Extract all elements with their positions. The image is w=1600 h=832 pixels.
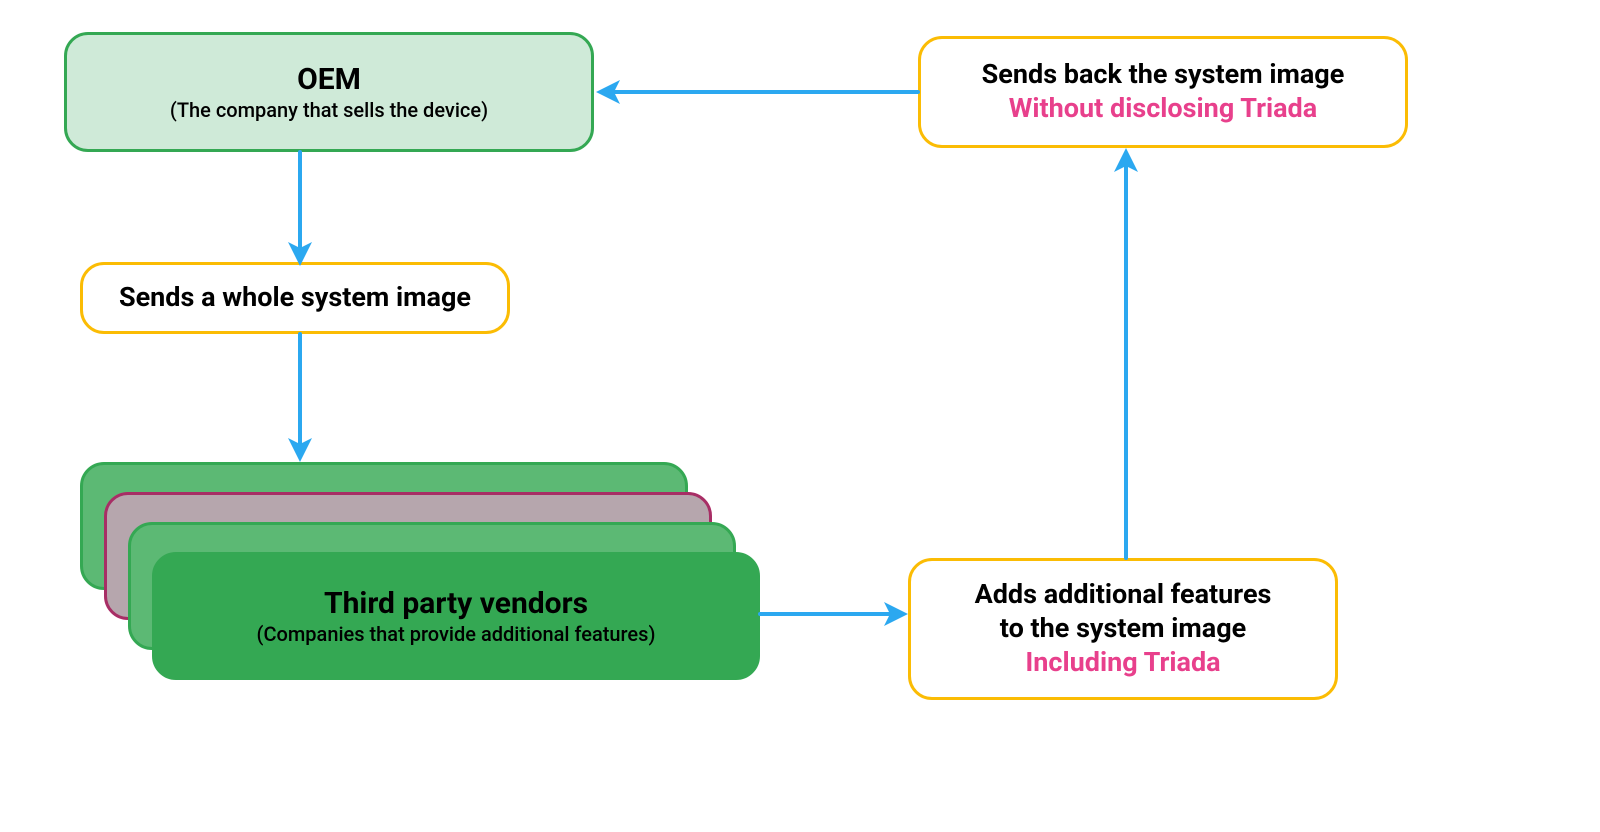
adds-line1: Adds additional features [975,578,1272,612]
node-sends-back-system-image: Sends back the system image Without disc… [918,36,1408,148]
sends-back-line1: Sends back the system image [982,58,1345,92]
sends-back-highlight: Without disclosing Triada [1009,92,1317,126]
adds-line2: to the system image [1000,612,1246,646]
node-sends-whole-text: Sends a whole system image [119,281,471,315]
node-adds-additional-features: Adds additional features to the system i… [908,558,1338,700]
vendors-subtitle: (Companies that provide additional featu… [257,622,656,647]
node-sends-whole-system-image: Sends a whole system image [80,262,510,334]
adds-highlight: Including Triada [1025,646,1220,680]
node-third-party-vendors: Third party vendors (Companies that prov… [152,552,760,680]
node-oem-title: OEM [297,61,361,99]
node-oem: OEM (The company that sells the device) [64,32,594,152]
vendors-title: Third party vendors [324,585,588,623]
node-oem-subtitle: (The company that sells the device) [170,98,488,123]
